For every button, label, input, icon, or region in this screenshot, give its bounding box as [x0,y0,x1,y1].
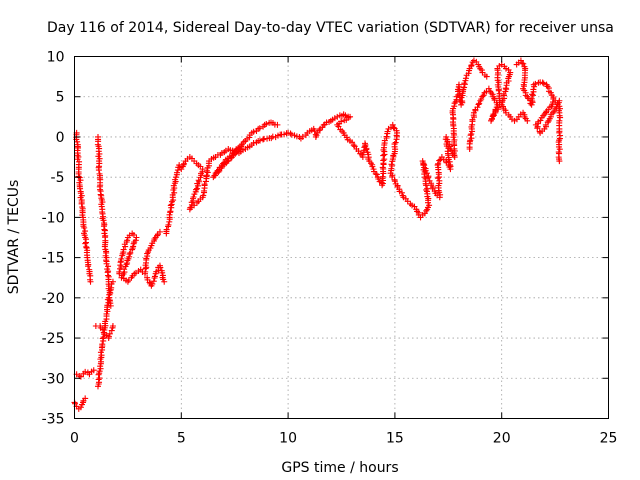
data-point [380,164,386,170]
x-tick-labels: 0 5 10 15 20 25 [70,431,617,447]
data-point [82,241,88,247]
data-point [374,171,380,177]
x-tick-label: 25 [600,431,618,447]
data-point [199,169,205,175]
y-axis-label: SDTVAR / TECUs [6,180,22,295]
x-tick-label: 15 [386,431,404,447]
data-point [468,132,474,138]
data-point [98,192,104,198]
data-point [556,130,562,136]
data-point [202,181,208,187]
y-tick-label: -30 [42,371,65,387]
data-point [541,81,547,87]
x-axis-label: GPS time / hours [281,460,398,476]
y-tick-label: 0 [56,130,65,146]
data-point [260,137,266,143]
y-tick-label: -5 [51,170,65,186]
data-point [97,187,103,193]
y-tick-label: -35 [42,412,65,428]
data-point [380,153,386,159]
chart-title: Day 116 of 2014, Sidereal Day-to-day VTE… [47,20,614,36]
sdtvar-chart: Day 116 of 2014, Sidereal Day-to-day VTE… [0,0,640,480]
y-tick-label: -25 [42,331,65,347]
data-points [72,58,564,412]
x-tick-label: 5 [177,431,186,447]
data-point [194,186,200,192]
y-tick-label: 10 [47,50,65,66]
data-point [181,161,187,167]
x-tick-label: 20 [493,431,511,447]
y-tick-label: 5 [56,90,65,106]
x-tick-label: 10 [279,431,297,447]
data-point [96,372,102,378]
y-tick-label: -15 [42,251,65,267]
data-point [392,178,398,184]
data-point [167,208,173,214]
data-point [83,244,89,250]
x-tick-label: 0 [70,431,79,447]
y-tick-label: -20 [42,291,65,307]
y-tick-label: -10 [42,210,65,226]
y-tick-labels: 10 5 0 -5 -10 -15 -20 -25 -30 -35 [42,50,65,428]
